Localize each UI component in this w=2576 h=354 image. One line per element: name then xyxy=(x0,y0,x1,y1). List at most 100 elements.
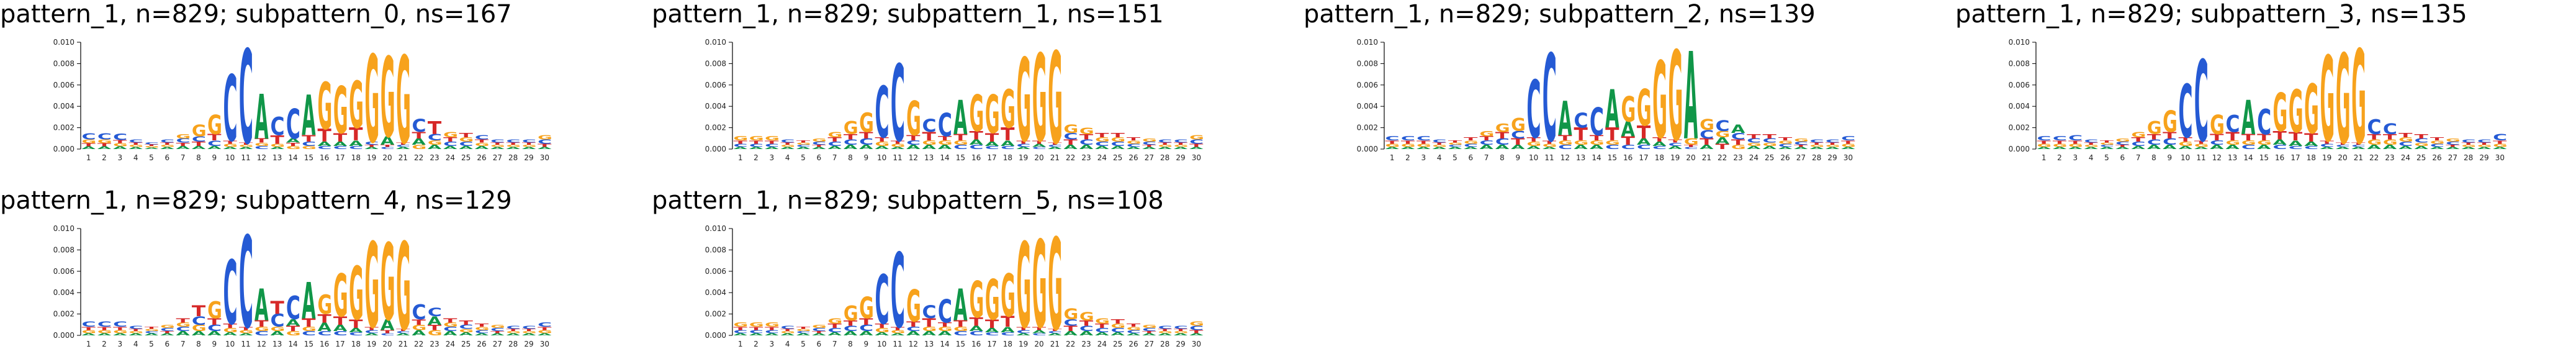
logo-letter-t: T xyxy=(333,131,348,145)
logo-letter-t: T xyxy=(1189,329,1204,334)
logo-letter-g: G xyxy=(922,140,937,147)
logo-letter-t: T xyxy=(1669,138,1683,143)
logo-letter-g: G xyxy=(1401,143,1416,148)
logo-letter-c: C xyxy=(1590,101,1604,144)
logo-letter-c: C xyxy=(318,145,332,150)
x-tick-label: 22 xyxy=(1718,153,1727,162)
logo-letter-c: C xyxy=(1794,141,1808,146)
logo-letter-t: T xyxy=(396,142,410,146)
logo-letter-g: G xyxy=(734,135,749,142)
logo-letter-g: G xyxy=(459,137,474,143)
logo-letter-a: A xyxy=(239,147,253,150)
logo-letter-c: C xyxy=(1111,140,1125,147)
x-tick-label: 2 xyxy=(102,340,107,348)
x-tick-label: 2 xyxy=(754,153,759,162)
logo-letter-t: T xyxy=(129,329,143,332)
logo-letter-c: C xyxy=(875,72,889,154)
logo-letter-t: T xyxy=(507,329,520,332)
logo-letter-c: C xyxy=(2446,141,2460,146)
logo-letter-a: A xyxy=(1189,147,1203,150)
x-tick-label: 5 xyxy=(801,153,806,162)
logo-letter-a: A xyxy=(1448,147,1462,150)
logo-letter-c: C xyxy=(781,325,795,330)
x-tick-label: 15 xyxy=(956,153,965,162)
logo-letter-a: A xyxy=(953,279,968,330)
logo-letter-c: C xyxy=(1017,329,1031,334)
logo-letter-a: A xyxy=(145,147,158,150)
x-tick-label: 8 xyxy=(196,153,201,162)
x-tick-label: 4 xyxy=(133,340,138,348)
logo-letter-g: G xyxy=(365,219,380,354)
y-tick-label: 0.004 xyxy=(1357,102,1378,111)
logo-letter-a: A xyxy=(970,324,983,333)
logo-letter-a: A xyxy=(1385,147,1399,150)
logo-letter-g: G xyxy=(129,144,144,147)
x-tick-label: 13 xyxy=(924,153,934,162)
y-tick-label: 0.010 xyxy=(705,38,726,47)
logo-letter-t: T xyxy=(333,314,348,328)
logo-letter-g: G xyxy=(2367,138,2382,147)
logo-letter-g: G xyxy=(1794,137,1809,142)
logo-letter-g: G xyxy=(1652,40,1667,163)
logo-letter-g: G xyxy=(1731,144,1746,151)
x-tick-label: 9 xyxy=(212,340,217,348)
logo-letter-g: G xyxy=(192,122,207,140)
logo-letter-t: T xyxy=(2179,136,2193,143)
x-tick-label: 21 xyxy=(399,340,408,348)
x-tick-label: 20 xyxy=(1034,340,1043,348)
logo-letter-g: G xyxy=(1527,141,1542,148)
logo-letter-a: A xyxy=(1495,144,1510,151)
logo-letter-c: C xyxy=(113,132,127,142)
logo-letter-g: G xyxy=(1095,317,1110,325)
logo-letter-t: T xyxy=(507,142,520,146)
x-tick-label: 17 xyxy=(987,340,996,348)
logo-letter-a: A xyxy=(2084,147,2098,150)
logo-letter-t: T xyxy=(349,317,363,331)
x-tick-label: 2 xyxy=(754,340,759,348)
logo-letter-t: T xyxy=(1032,326,1047,331)
x-tick-label: 6 xyxy=(817,340,822,348)
logo-letter-c: C xyxy=(192,314,206,328)
logo-letter-a: A xyxy=(1684,27,1698,167)
logo-letter-c: C xyxy=(953,143,968,150)
logo-letter-g: G xyxy=(2462,144,2477,147)
logo-letter-a: A xyxy=(938,144,952,151)
x-tick-label: 18 xyxy=(1003,340,1012,348)
logo-letter-a: A xyxy=(2415,145,2429,150)
logo-letter-a: A xyxy=(1189,333,1203,336)
x-tick-label: 9 xyxy=(864,153,869,162)
logo-letter-g: G xyxy=(2210,109,2225,140)
logo-letter-c: C xyxy=(1716,117,1730,135)
logo-letter-t: T xyxy=(176,317,191,324)
logo-letter-t: T xyxy=(1511,137,1525,147)
logo-letter-a: A xyxy=(985,327,999,334)
logo-letter-g: G xyxy=(781,330,796,334)
logo-letter-t: T xyxy=(1542,140,1557,145)
logo-letter-a: A xyxy=(1542,147,1556,150)
logo-letter-t: T xyxy=(1841,140,1856,145)
logo-letter-t: T xyxy=(475,138,490,143)
logo-letter-t: T xyxy=(1448,140,1462,143)
logo-letter-c: C xyxy=(522,325,536,330)
logo-letter-t: T xyxy=(459,132,474,138)
logo-letter-c: C xyxy=(781,138,795,143)
logo-letter-g: G xyxy=(844,117,858,138)
logo-letter-a: A xyxy=(906,144,921,151)
logo-letter-c: C xyxy=(239,23,253,173)
logo-panel: pattern_1, n=829; subpattern_3, ns=135 0.… xyxy=(1955,0,2576,173)
logo-letter-g: G xyxy=(844,302,858,325)
logo-letter-a: A xyxy=(2398,145,2413,150)
logo-letter-g: G xyxy=(82,138,97,145)
logo-letter-a: A xyxy=(985,141,999,148)
x-tick-label: 29 xyxy=(524,153,533,162)
x-tick-label: 30 xyxy=(540,153,549,162)
logo-letter-c: C xyxy=(2194,39,2209,168)
logo-letter-g: G xyxy=(396,32,411,171)
logo-letter-g: G xyxy=(953,140,968,147)
logo-letter-c: C xyxy=(1111,327,1125,334)
logo-letter-a: A xyxy=(953,91,967,145)
logo-letter-c: C xyxy=(1826,138,1840,143)
x-tick-label: 11 xyxy=(893,340,902,348)
logo-letter-t: T xyxy=(1001,314,1015,330)
